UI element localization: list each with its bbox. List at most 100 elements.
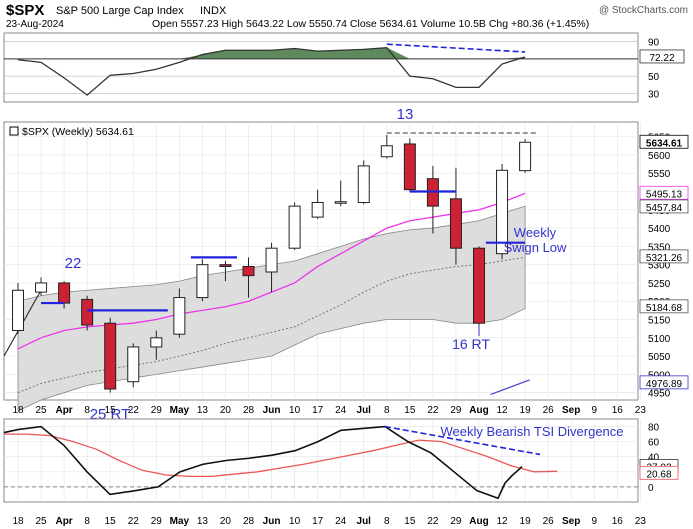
x-label-price: 20 [220, 405, 232, 416]
x-label-tsi: 15 [404, 516, 416, 527]
candle-body [334, 201, 347, 204]
x-label-price: 18 [12, 405, 24, 416]
candle-body [473, 247, 485, 324]
x-label-tsi: 10 [289, 516, 301, 527]
watermark: @ StockCharts.com [599, 5, 688, 16]
x-axis: 18 18 25 25 Apr Apr 8 8 15 15 22 22 29 29 May May 13 13 20… [12, 405, 646, 527]
price-value-label: 5634.61 [646, 138, 683, 149]
x-label-price: 22 [427, 405, 439, 416]
x-label-price: 22 [128, 405, 140, 416]
x-label-price: Aug [469, 405, 488, 416]
candle-body [265, 247, 278, 273]
lower-trend-line [490, 379, 530, 396]
rsi-overbought-fill [18, 47, 526, 59]
x-label-tsi: 17 [312, 516, 324, 527]
x-label-price: 15 [105, 405, 117, 416]
tsi-divergence-line [384, 425, 541, 456]
x-label-price: 29 [450, 405, 462, 416]
rsi-line [17, 46, 526, 96]
candle-body [496, 169, 509, 255]
x-label-tsi: 24 [335, 516, 347, 527]
candle-body [288, 205, 301, 249]
x-label-price: May [170, 405, 190, 416]
x-label-tsi: 12 [496, 516, 508, 527]
price-value-label: 5457.84 [646, 203, 683, 214]
x-label-price: 25 [35, 405, 47, 416]
x-label-tsi: 18 [12, 516, 24, 527]
price-legend: $SPX (Weekly) 5634.61 [22, 126, 134, 138]
x-label-tsi: 22 [427, 516, 439, 527]
price-value-box [639, 299, 689, 314]
price-value-box [639, 134, 689, 149]
x-label-tsi: 22 [128, 516, 140, 527]
x-label-price: 17 [312, 405, 324, 416]
price-tick: 5250 [648, 279, 671, 290]
x-label-price: 19 [520, 405, 532, 416]
candle-body [196, 264, 209, 299]
x-label-tsi: 23 [635, 516, 647, 527]
x-label-tsi: 28 [243, 516, 255, 527]
x-label-price: 28 [243, 405, 255, 416]
rsi-current-box [639, 49, 685, 64]
tsi-divergence-label: Weekly Bearish TSI Divergence [440, 424, 623, 439]
price-value-label: 5321.26 [646, 253, 683, 264]
x-label-price: Apr [55, 405, 72, 416]
tsi-value-box [639, 465, 679, 480]
tsi-tick: 40 [648, 453, 660, 464]
price-tick: 5600 [648, 151, 671, 162]
candle-body [242, 265, 255, 277]
candle-body [12, 289, 24, 331]
tsi-line [3, 425, 523, 500]
x-label-tsi: 9 [591, 516, 597, 527]
x-label-tsi: 13 [197, 516, 209, 527]
price-tick: 5150 [648, 316, 671, 327]
price-annotation: 16 RT [452, 336, 490, 352]
x-label-price: 26 [543, 405, 555, 416]
x-label-tsi: Apr [55, 516, 72, 527]
index-name: S&P 500 Large Cap Index [56, 5, 184, 17]
tsi-tick: 60 [648, 438, 660, 449]
x-label-tsi: 8 [84, 516, 90, 527]
symbol: $SPX [6, 2, 44, 19]
x-label-tsi: 29 [450, 516, 462, 527]
price-value-box [639, 249, 689, 264]
x-label-price: 29 [151, 405, 163, 416]
tsi-tick: 0 [648, 483, 654, 494]
x-label-price: 15 [404, 405, 416, 416]
x-label-tsi: 15 [105, 516, 117, 527]
x-label-tsi: Sep [562, 516, 580, 527]
x-label-price: 23 [635, 405, 647, 416]
candle-body [104, 322, 117, 390]
rsi-divergence-line [386, 43, 526, 53]
candle-body [150, 337, 163, 348]
price-panel: 5650560055505500545054005350530052505200… [3, 106, 689, 423]
price-value-label: 5495.13 [646, 189, 683, 200]
tsi-value-label: 20.68 [646, 469, 671, 480]
tsi-panel: 806040200Weekly Bearish TSI Divergence27… [3, 418, 679, 503]
candle-body [403, 143, 416, 191]
price-tick: 5300 [648, 261, 671, 272]
rsi-current-label: 72.22 [649, 53, 674, 64]
price-annotation: 22 [65, 255, 82, 272]
price-tick: 4950 [648, 389, 671, 400]
exchange: INDX [200, 5, 227, 17]
candle-body [58, 282, 71, 304]
candle-body [380, 145, 393, 158]
rsi-panel: 9070503072.22 [3, 32, 685, 103]
x-label-price: 8 [384, 405, 390, 416]
x-label-price: Jul [357, 405, 372, 416]
x-label-tsi: 19 [520, 516, 532, 527]
price-value-box [639, 199, 689, 214]
x-label-price: 10 [289, 405, 301, 416]
x-label-tsi: May [170, 516, 190, 527]
legend-candle-icon [9, 126, 19, 136]
date: 23-Aug-2024 [6, 19, 64, 30]
candle-body [357, 165, 370, 203]
candle-body [449, 198, 462, 249]
x-label-price: 12 [496, 405, 508, 416]
price-annotation: Weekly [514, 225, 557, 240]
rsi-tick: 50 [648, 72, 660, 83]
x-label-price: 24 [335, 405, 347, 416]
x-label-price: Jun [263, 405, 281, 416]
